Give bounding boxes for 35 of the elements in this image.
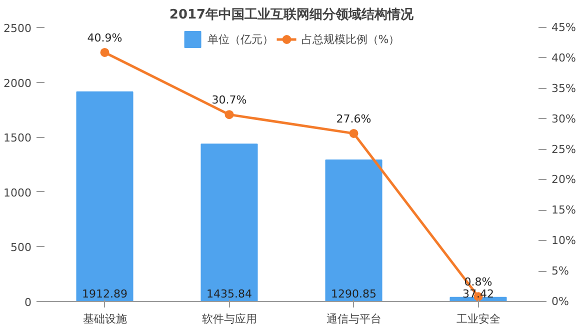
y2-tick-label: 0% [552, 295, 569, 308]
legend-label: 占总规模比例（%） [301, 32, 400, 46]
y-tick-label: 2500 [4, 22, 32, 35]
x-tick-label: 基础设施 [82, 312, 127, 326]
chart-title: 2017年中国工业互联网细分领域结构情况 [169, 8, 415, 22]
y-tick-label: 1000 [4, 186, 32, 200]
point [224, 110, 234, 120]
data-label: 27.6% [336, 112, 372, 126]
y-tick-label: 0 [24, 296, 32, 309]
data-label: 1290.85 [331, 288, 377, 300]
y-tick-label: 2000 [4, 76, 32, 90]
bar [325, 160, 382, 302]
data-label: 30.7% [212, 94, 247, 107]
x-tick-label: 软件与应用 [202, 312, 257, 326]
y2-tick-label: 15% [552, 204, 576, 217]
y2-tick-label: 40% [552, 51, 576, 64]
legend-label: 单位（亿元） [207, 32, 274, 46]
bar [76, 91, 134, 302]
point [349, 128, 358, 138]
data-label: 1435.84 [206, 288, 252, 300]
data-label: 40.9% [87, 31, 122, 44]
bar [200, 144, 258, 302]
y2-tick-label: 25% [552, 142, 576, 156]
x-tick-label: 通信与平台 [326, 312, 382, 326]
y-tick-label: 500 [10, 241, 32, 254]
y2-tick-label: 30% [552, 112, 576, 126]
y2-tick-label: 20% [552, 173, 576, 186]
y2-tick-label: 10% [552, 234, 576, 248]
y2-tick-label: 5% [552, 264, 569, 278]
y2-tick-label: 35% [552, 82, 576, 95]
data-label: 1912.89 [82, 288, 128, 300]
x-tick-label: 工业安全 [456, 312, 500, 326]
point [100, 48, 110, 57]
y2-tick-label: 45% [552, 21, 576, 34]
y-tick-label: 1500 [4, 132, 32, 145]
